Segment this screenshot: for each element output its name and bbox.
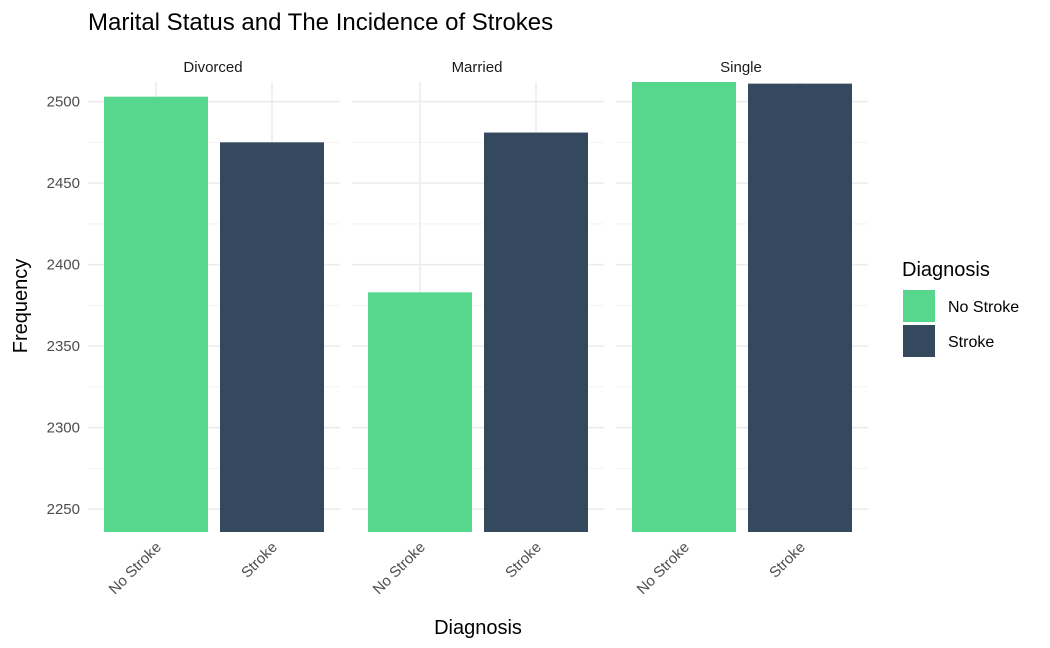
x-axis-title: Diagnosis — [434, 617, 522, 639]
legend-label: No Stroke — [948, 299, 1019, 316]
bar-stroke — [484, 132, 588, 533]
x-tick-label: No Stroke — [370, 539, 429, 598]
panel-single: Single No Stroke Stroke — [616, 59, 868, 598]
bar-no-stroke — [368, 292, 472, 532]
panel-married: Married No Stroke Stroke — [352, 59, 604, 598]
facet-label: Divorced — [183, 59, 242, 76]
y-tick-label: 2300 — [47, 420, 80, 437]
legend: Diagnosis No Stroke Stroke — [902, 259, 1019, 357]
facet-label: Single — [720, 59, 762, 76]
x-tick-label: Stroke — [238, 539, 281, 582]
chart-title: Marital Status and The Incidence of Stro… — [88, 9, 553, 36]
facet-label: Married — [452, 59, 503, 76]
x-tick-label: No Stroke — [634, 539, 693, 598]
y-tick-label: 2350 — [47, 338, 80, 355]
y-tick-label: 2500 — [47, 94, 80, 111]
x-tick-label: Stroke — [502, 539, 545, 582]
legend-swatch — [903, 325, 935, 357]
y-tick-label: 2450 — [47, 175, 80, 192]
bar-no-stroke — [632, 82, 736, 532]
legend-swatch — [903, 290, 935, 322]
bar-stroke — [748, 83, 852, 532]
y-axis: 2250 2300 2350 2400 2450 2500 — [47, 94, 80, 519]
y-tick-label: 2400 — [47, 257, 80, 274]
legend-label: Stroke — [948, 334, 994, 351]
x-tick-label: No Stroke — [106, 539, 165, 598]
panel-divorced: Divorced No Stroke Stroke — [88, 59, 340, 598]
y-tick-label: 2250 — [47, 501, 80, 518]
x-tick-label: Stroke — [766, 539, 809, 582]
y-axis-title: Frequency — [10, 259, 32, 354]
bar-no-stroke — [104, 96, 208, 532]
bar-stroke — [220, 142, 324, 532]
legend-title: Diagnosis — [902, 259, 990, 281]
